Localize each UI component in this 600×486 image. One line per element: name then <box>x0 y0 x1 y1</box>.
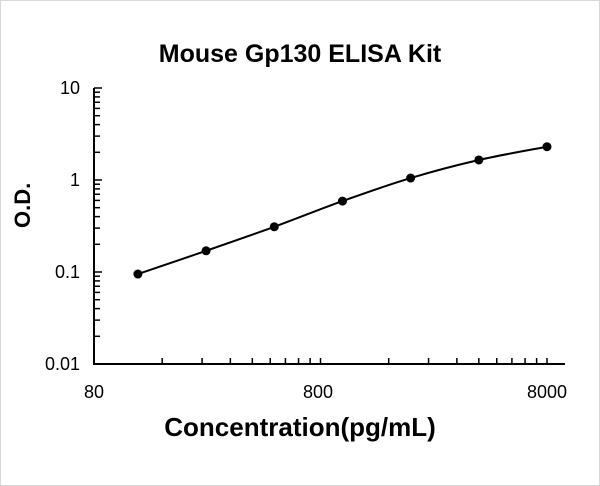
x-axis-label: Concentration(pg/mL) <box>164 412 436 442</box>
y-tick-label-0.01: 0.01 <box>44 354 80 374</box>
data-point <box>337 196 347 206</box>
standard-curve-line <box>137 145 548 275</box>
data-points <box>133 142 552 279</box>
y-tick-label-1: 1 <box>69 170 80 190</box>
axes <box>93 87 565 365</box>
y-tick-label-10: 10 <box>59 78 80 98</box>
chart-title: Mouse Gp130 ELISA Kit <box>158 40 442 68</box>
x-tick-label-8000: 8000 <box>526 382 568 402</box>
data-point <box>406 173 416 183</box>
y-tick-label-0.1: 0.1 <box>54 262 80 282</box>
x-tick-label-80: 80 <box>83 382 105 402</box>
data-point <box>133 269 143 279</box>
data-point <box>201 246 211 256</box>
x-tick-label-800: 800 <box>302 382 334 402</box>
data-point <box>542 142 552 152</box>
data-point <box>269 222 279 232</box>
data-point <box>474 155 484 165</box>
